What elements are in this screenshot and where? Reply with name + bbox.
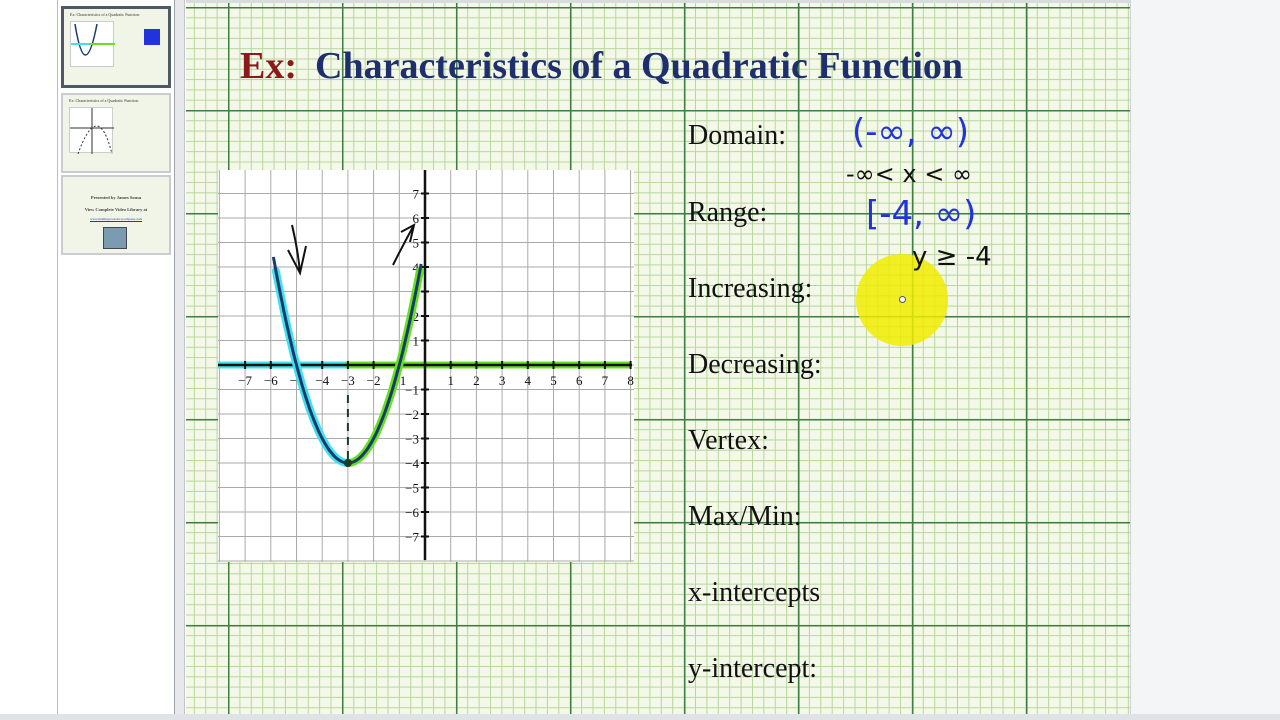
title-text: Characteristics of a Quadratic Function [315, 45, 964, 87]
range-inequality-ink: y ≥ -4 [912, 242, 992, 272]
label-x-intercepts: x-intercepts [688, 577, 821, 608]
y-tick-label: 7 [413, 187, 420, 202]
x-tick-label: −6 [264, 373, 278, 388]
credit-library: View Complete Video Library at [84, 207, 148, 212]
y-tick-label: −1 [405, 383, 419, 398]
y-tick-label: 4 [413, 260, 420, 275]
range-interval-ink: [-4, ∞) [866, 194, 977, 234]
label-decreasing: Decreasing: [688, 349, 822, 380]
slide-thumbnail-3[interactable]: Presented by James Sousa View Complete V… [61, 175, 171, 255]
domain-inequality-ink: -∞< x < ∞ [846, 160, 972, 188]
graph-svg: −7 −6 −5 −4 −3 −2 −1 1 2 3 4 5 6 7 8−7−6−5−4−3−2−11234… [214, 168, 634, 562]
thumbnail-ink [144, 29, 160, 45]
thumbnail-graph [70, 21, 115, 67]
y-tick-label: −5 [405, 481, 419, 496]
x-tick-label: 2 [473, 373, 480, 388]
thumbnail-graph [69, 107, 114, 155]
x-tick-label: −2 [367, 373, 381, 388]
vertex-point [343, 459, 352, 467]
thumbnail-title: Ex: Characteristics of a Quadratic Funct… [70, 12, 140, 17]
x-tick-label: 6 [576, 373, 583, 388]
slide-thumbnail-2[interactable]: Ex: Characteristics of a Quadratic Funct… [61, 93, 171, 173]
x-tick-label: 4 [525, 373, 532, 388]
y-tick-label: 1 [413, 334, 420, 349]
x-tick-label: 7 [602, 373, 609, 388]
slide-title: Ex: Characteristics of a Quadratic Functi… [240, 44, 963, 88]
y-tick-label: −6 [405, 505, 419, 520]
x-tick-label: −4 [315, 373, 329, 388]
y-tick-label: −7 [405, 530, 419, 545]
y-tick-label: 2 [413, 309, 420, 324]
x-tick-label: 1 [447, 373, 454, 388]
y-tick-label: −2 [405, 407, 419, 422]
x-tick-label: −7 [238, 373, 252, 388]
y-tick-label: −3 [405, 432, 419, 447]
parabola-graph: −7 −6 −5 −4 −3 −2 −1 1 2 3 4 5 6 7 8 −7 −6 −5 −4 −3 −2 −1 1 2 3 4… [214, 168, 634, 562]
slide-thumbnail-panel[interactable]: Ex: Characteristics of a Quadratic Funct… [57, 0, 175, 720]
y-tick-label: 6 [413, 211, 420, 226]
label-vertex: Vertex: [688, 425, 769, 456]
down-arrow-ink [287, 224, 307, 276]
mouse-cursor [899, 296, 906, 303]
title-prefix: Ex: [240, 45, 297, 87]
right-margin [1130, 0, 1280, 720]
credit-link[interactable]: www.mathispower4u.wordpress.com [90, 217, 142, 221]
thumbnail-title: Ex: Characteristics of a Quadratic Funct… [69, 98, 139, 103]
left-margin [0, 0, 57, 720]
x-tick-label: 3 [499, 373, 506, 388]
label-y-intercept: y-intercept: [688, 653, 818, 684]
up-arrow-ink [392, 223, 416, 266]
label-domain: Domain: [688, 120, 786, 151]
y-tick-label: −4 [405, 456, 419, 471]
pane-splitter[interactable] [175, 0, 185, 720]
x-tick-label: −3 [341, 373, 355, 388]
bottom-bar [0, 714, 1280, 720]
label-increasing: Increasing: [688, 273, 813, 304]
label-range: Range: [688, 197, 768, 228]
x-tick-label: 8 [627, 373, 634, 388]
domain-interval-ink: (-∞, ∞) [852, 112, 970, 152]
credit-presenter: Presented by James Sousa [90, 195, 142, 200]
label-max-min: Max/Min: [688, 501, 802, 532]
x-tick-label: 5 [550, 373, 557, 388]
logo-icon [103, 227, 127, 249]
y-tick-label: 5 [413, 236, 420, 251]
slide-thumbnail-1[interactable]: Ex: Characteristics of a Quadratic Funct… [61, 6, 171, 88]
